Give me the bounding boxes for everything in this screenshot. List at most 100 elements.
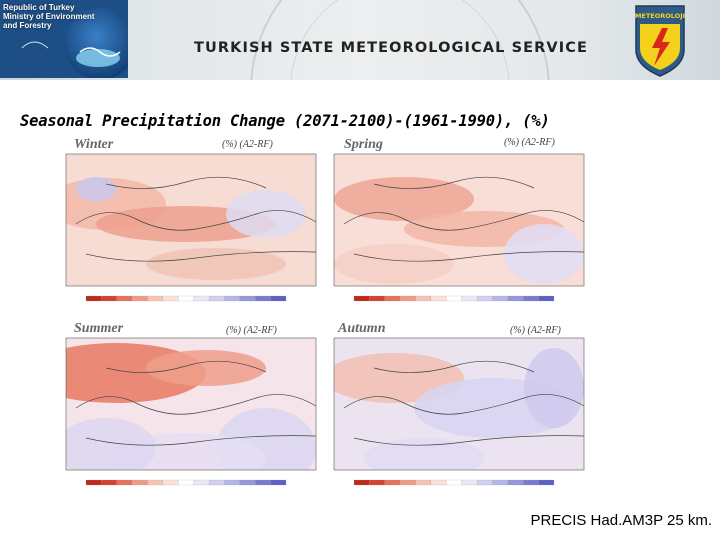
- colorbar-swatch: [178, 479, 194, 486]
- summer-map: [65, 337, 317, 486]
- winter-map-panel: Winter (%) (A2-RF): [56, 134, 318, 310]
- colorbar-swatch: [461, 479, 478, 486]
- coastline: [373, 360, 535, 373]
- colorbar-swatch: [415, 295, 432, 302]
- colorbar-swatch: [446, 295, 462, 302]
- colorbar-swatch: [193, 479, 210, 486]
- precip-anomaly-area: [66, 418, 156, 470]
- colorbar-swatch: [400, 479, 416, 486]
- winter-label: Winter: [74, 137, 114, 152]
- map-frame: [333, 337, 585, 471]
- colorbar-swatch: [476, 295, 493, 302]
- colorbar-swatch: [523, 479, 539, 486]
- colorbar-swatch: [492, 479, 508, 486]
- spring-label: Spring: [344, 137, 383, 152]
- colorbar-swatch: [538, 479, 555, 486]
- colorbar-swatch: [384, 479, 401, 486]
- colorbar-swatch: [369, 479, 385, 486]
- map-frame: [65, 337, 317, 471]
- colorbar-swatch: [492, 295, 508, 302]
- colorbar-swatch: [415, 479, 432, 486]
- colorbar-swatch: [255, 295, 271, 302]
- colorbar-swatch: [430, 295, 447, 302]
- ministry-logo: [0, 0, 128, 78]
- map-frame: [333, 153, 585, 287]
- colorbar-swatch: [208, 295, 225, 302]
- colorbar-swatch: [461, 295, 478, 302]
- logo-text: METEOROLOJI: [635, 12, 685, 20]
- colorbar-swatch: [147, 295, 164, 302]
- colorbar-swatch: [132, 479, 148, 486]
- precip-anomaly-area: [334, 177, 474, 221]
- colorbar-swatch: [384, 295, 401, 302]
- coastline: [85, 251, 316, 262]
- coastline: [75, 394, 316, 415]
- page-title: Seasonal Precipitation Change (2071-2100…: [20, 112, 550, 130]
- precip-anomaly-area: [364, 438, 484, 470]
- precip-anomaly-area: [146, 350, 266, 386]
- colorbar-swatch: [538, 295, 555, 302]
- coastline: [75, 210, 316, 231]
- map-frame: [65, 153, 317, 287]
- colorbar-swatch: [224, 479, 240, 486]
- coastline: [105, 360, 267, 373]
- spring-map: [333, 153, 585, 302]
- colorbar-swatch: [101, 295, 117, 302]
- coastline: [343, 210, 584, 231]
- colorbar-swatch: [353, 479, 370, 486]
- service-title: TURKISH STATE METEOROLOGICAL SERVICE: [194, 40, 588, 56]
- colorbar-swatch: [162, 479, 179, 486]
- colorbar-swatch: [116, 295, 133, 302]
- colorbar-swatch: [116, 479, 133, 486]
- colorbar-swatch: [178, 295, 194, 302]
- colorbar-swatch: [353, 295, 370, 302]
- winter-map: [65, 153, 317, 302]
- colorbar-swatch: [476, 479, 493, 486]
- colorbar-swatch: [101, 479, 117, 486]
- precip-anomaly-area: [334, 244, 454, 284]
- precip-anomaly-area: [524, 348, 584, 428]
- precip-anomaly-area: [226, 190, 306, 238]
- ministry-name: Republic of Turkey Ministry of Environme…: [3, 3, 95, 30]
- precip-anomaly-area: [146, 248, 286, 280]
- coastline: [85, 435, 316, 446]
- colorbar-swatch: [270, 295, 287, 302]
- colorbar-swatch: [147, 479, 164, 486]
- model-credit: PRECIS Had.AM3P 25 km.: [530, 512, 712, 529]
- meteoroloji-logo: METEOROLOJI: [635, 5, 685, 77]
- summer-label: Summer: [74, 321, 124, 336]
- colorbar-swatch: [507, 295, 524, 302]
- coastline: [373, 176, 535, 189]
- colorbar-swatch: [255, 479, 271, 486]
- colorbar-swatch: [162, 295, 179, 302]
- autumn-map: [333, 337, 585, 486]
- colorbar-swatch: [523, 295, 539, 302]
- autumn-label: Autumn: [338, 321, 386, 336]
- colorbar-swatch: [507, 479, 524, 486]
- colorbar-swatch: [446, 479, 462, 486]
- colorbar-swatch: [85, 295, 102, 302]
- colorbar-swatch: [85, 479, 102, 486]
- precip-anomaly-area: [76, 177, 116, 201]
- colorbar-swatch: [193, 295, 210, 302]
- coastline: [343, 394, 584, 415]
- colorbar-swatch: [430, 479, 447, 486]
- colorbar-swatch: [224, 295, 240, 302]
- summer-units: (%) (A2-RF): [226, 325, 277, 336]
- colorbar-swatch: [239, 295, 256, 302]
- coastline: [353, 251, 584, 262]
- colorbar-swatch: [132, 295, 148, 302]
- header-banner: Republic of Turkey Ministry of Environme…: [0, 0, 720, 80]
- colorbar-swatch: [400, 295, 416, 302]
- autumn-units: (%) (A2-RF): [510, 325, 561, 336]
- coastline: [353, 435, 584, 446]
- colorbar-swatch: [239, 479, 256, 486]
- winter-units: (%) (A2-RF): [222, 139, 273, 150]
- spring-units: (%) (A2-RF): [504, 137, 555, 148]
- spring-map-panel: Spring (%) (A2-RF): [324, 134, 586, 310]
- colorbar-swatch: [208, 479, 225, 486]
- autumn-map-panel: Autumn (%) (A2-RF): [324, 318, 586, 494]
- precip-anomaly-area: [504, 224, 584, 284]
- coastline: [105, 176, 267, 189]
- colorbar-swatch: [270, 479, 287, 486]
